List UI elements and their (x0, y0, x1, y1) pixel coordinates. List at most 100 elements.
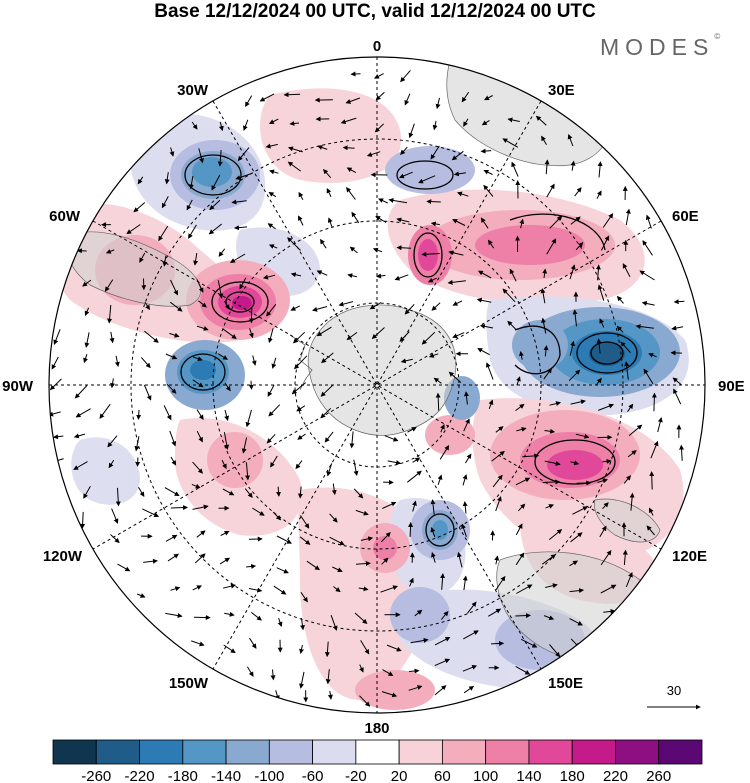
wind-arrow (355, 509, 369, 516)
wind-arrow (266, 433, 276, 444)
wind-arrow (545, 583, 558, 589)
wind-arrow (265, 143, 278, 149)
wind-arrow (219, 557, 231, 565)
wind-arrow (209, 199, 221, 211)
wind-arrow (137, 176, 144, 185)
wind-arrow (516, 426, 527, 432)
wind-arrow (170, 505, 189, 511)
wind-arrow (290, 305, 301, 311)
wind-arrow (488, 399, 494, 409)
wind-arrow (277, 618, 283, 627)
wind-arrow (535, 115, 547, 126)
wind-arrow (300, 617, 305, 631)
wind-arrow (374, 123, 384, 133)
wind-arrow (451, 150, 464, 161)
wind-arrow (347, 273, 358, 279)
wind-arrow (597, 284, 605, 301)
wind-arrow (170, 456, 177, 466)
wind-arrow (515, 613, 531, 619)
wind-arrow (252, 507, 265, 516)
wind-arrow (437, 474, 443, 486)
wind-arrow (649, 471, 655, 490)
wind-arrow (546, 183, 555, 198)
wind-arrow (495, 496, 502, 512)
wind-arrow (342, 145, 355, 151)
wind-arrow (595, 377, 602, 386)
wind-arrow (491, 450, 505, 462)
wind-arrow (237, 147, 250, 162)
wind-arrow (542, 479, 561, 485)
wind-arrow (507, 117, 520, 123)
wind-arrow (266, 303, 277, 317)
wind-arrow (248, 587, 263, 593)
wind-arrow (600, 550, 612, 566)
lon-label-90w: 90W (2, 378, 34, 395)
wind-arrow (297, 486, 303, 499)
wind-arrow (267, 384, 275, 397)
wind-arrow (430, 499, 436, 515)
wind-arrow (317, 145, 328, 150)
wind-arrow (543, 615, 555, 621)
wind-arrow (483, 184, 494, 197)
wind-arrow (477, 270, 492, 279)
wind-arrow (480, 217, 489, 229)
wind-arrow (448, 250, 464, 256)
wind-arrow (359, 695, 371, 707)
antarctica (307, 304, 457, 436)
wind-arrow (408, 521, 414, 537)
colorbar-swatch (615, 739, 660, 765)
wind-arrow (108, 459, 115, 469)
wind-arrow (170, 279, 178, 296)
islands-east (594, 498, 661, 543)
wind-arrow (542, 268, 548, 278)
wind-arrow (188, 224, 197, 239)
wind-arrow (191, 121, 198, 130)
wind-arrow (464, 453, 472, 464)
wind-vectors (49, 70, 685, 707)
wind-arrow (569, 618, 583, 626)
wind-arrow (600, 235, 610, 251)
wind-arrow (515, 477, 531, 486)
wind-arrow (321, 352, 334, 364)
wind-arrow (294, 355, 308, 370)
wind-arrow (126, 224, 141, 235)
wind-arrow (218, 121, 224, 132)
wind-arrow (381, 557, 389, 565)
wind-arrow (375, 91, 385, 101)
wind-arrow (502, 288, 516, 303)
wind-arrow (222, 583, 237, 589)
wind-arrow (381, 691, 398, 698)
wind-arrow (515, 403, 525, 412)
wind-arrow (549, 215, 563, 229)
wind-arrow (167, 553, 179, 562)
wind-arrow (83, 354, 88, 364)
wind-arrow (358, 586, 369, 592)
wind-arrow (142, 508, 160, 517)
wind-arrow (299, 536, 311, 545)
wind-arrow (380, 531, 391, 543)
wind-arrow (359, 664, 364, 673)
wind-arrow (572, 309, 578, 327)
wind-arrow (488, 239, 495, 249)
wind-arrow (463, 685, 475, 694)
wind-arrow (320, 384, 334, 397)
wind-arrow (192, 461, 203, 474)
wind-arrow (346, 167, 357, 174)
wind-arrow (80, 511, 86, 529)
wind-arrow (329, 513, 338, 523)
wind-arrow (220, 530, 230, 536)
wind-arrow (570, 216, 581, 225)
wind-arrow (110, 378, 116, 389)
wind-arrow (440, 610, 449, 620)
wind-arrow (53, 329, 61, 345)
wind-arrow (569, 560, 579, 567)
wind-arrow (327, 217, 333, 228)
wind-arrow (239, 277, 247, 290)
wind-arrow (515, 523, 523, 536)
wind-arrow (349, 431, 355, 449)
wind-arrow (320, 407, 332, 419)
wind-arrow (84, 332, 90, 348)
wind-arrow (404, 93, 411, 106)
wind-arrow (208, 223, 223, 235)
wind-arrow (409, 668, 420, 674)
